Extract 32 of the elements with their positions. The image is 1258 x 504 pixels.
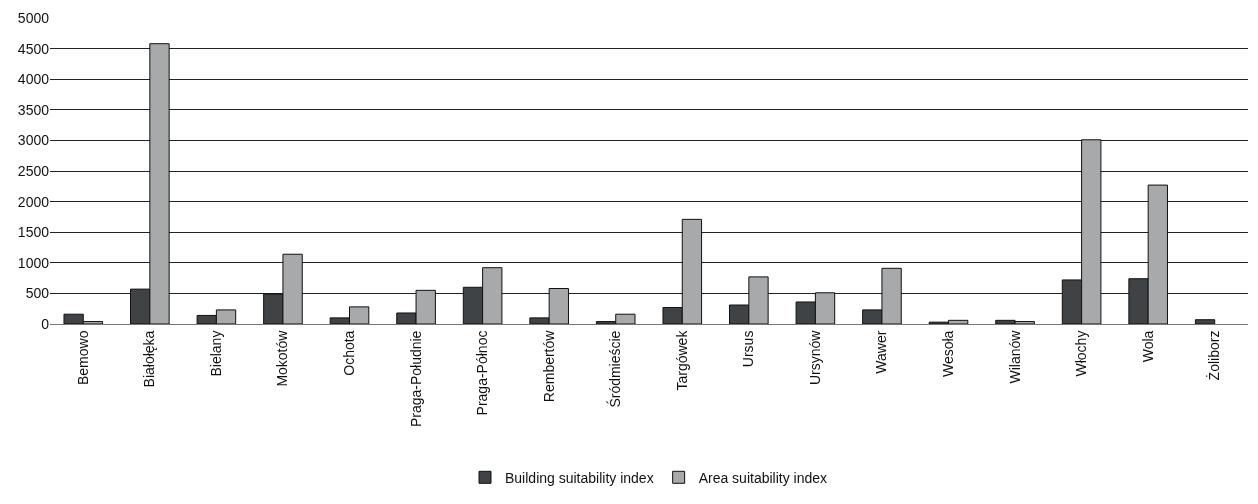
bar xyxy=(1194,319,1216,324)
x-tick-label: Białołęka xyxy=(141,330,158,388)
x-tick-label: Ursus xyxy=(740,330,757,368)
y-tick-label: 1500 xyxy=(17,224,50,241)
x-tick-label: Targówek xyxy=(673,329,690,391)
y-tick-label: 4500 xyxy=(17,40,50,57)
x-tick-label: Śródmieście xyxy=(606,330,624,408)
x-tick-label: Wawer xyxy=(873,330,890,374)
x-tick-label: Żoliborz xyxy=(1205,330,1223,381)
y-tick-label: 2000 xyxy=(17,193,50,210)
legend-label: Area suitability index xyxy=(698,469,828,486)
y-tick-label: 2500 xyxy=(17,162,50,179)
x-tick-label: Wola xyxy=(1139,330,1156,363)
x-tick-label: Bielany xyxy=(207,330,224,377)
x-tick-label: Włochy xyxy=(1073,330,1090,377)
x-tick-label: Ursynów xyxy=(806,329,823,386)
y-tick-label: 4000 xyxy=(17,71,50,88)
y-tick-label: 3500 xyxy=(17,101,50,118)
x-tick-label: Praga-Południe xyxy=(407,330,424,428)
x-tick-label: Rembertów xyxy=(540,329,557,403)
y-tick-label: 0 xyxy=(41,315,50,332)
x-tick-label: Wilanów xyxy=(1006,329,1023,384)
x-tick-label: Wesoła xyxy=(940,330,957,378)
legend-label: Building suitability index xyxy=(505,469,654,486)
y-tick-label: 1000 xyxy=(17,254,50,271)
y-tick-label: 5000 xyxy=(17,9,50,26)
x-tick-label: Mokotów xyxy=(274,329,291,387)
y-tick-label: 500 xyxy=(25,285,50,302)
x-tick-label: Praga-Północ xyxy=(474,330,491,416)
x-tick-label: Bemowo xyxy=(74,330,91,386)
x-tick-label: Ochota xyxy=(341,330,358,376)
y-tick-label: 3000 xyxy=(17,132,50,149)
